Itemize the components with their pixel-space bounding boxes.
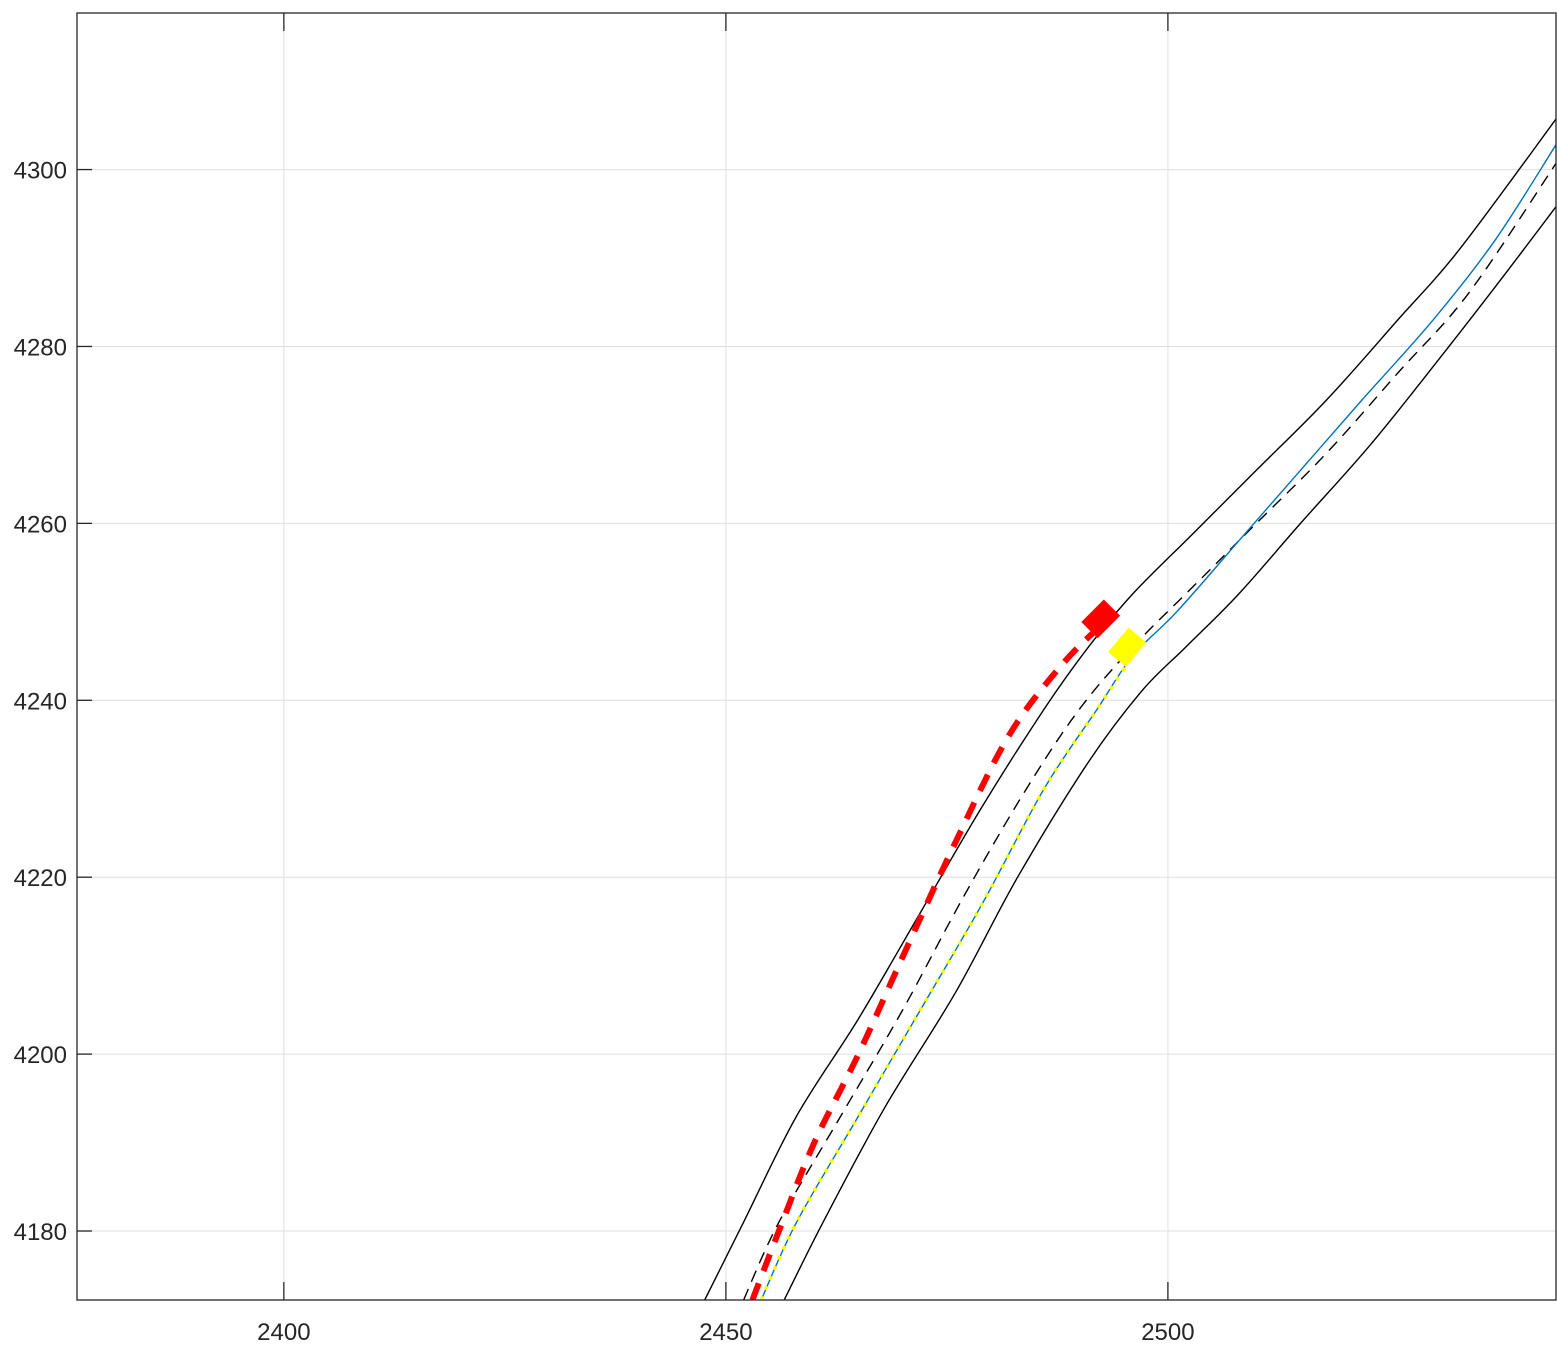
plot-background xyxy=(77,13,1556,1300)
y-tick-label: 4260 xyxy=(14,511,67,538)
y-tick-label: 4220 xyxy=(14,865,67,892)
tick-labels: 2400 2450 2500 4180 4200 4220 4240 4260 4280 4300 xyxy=(14,158,1195,1346)
road-right-edge-line xyxy=(783,206,1556,1300)
red-vehicle-marker xyxy=(1081,599,1121,639)
road-left-edge-line xyxy=(704,118,1556,1300)
y-tick-label: 4180 xyxy=(14,1219,67,1246)
y-tick-label: 4200 xyxy=(14,1042,67,1069)
y-tick-label: 4240 xyxy=(14,688,67,715)
x-tick-label: 2500 xyxy=(1141,1319,1194,1346)
red-vehicle-trajectory-line xyxy=(749,618,1109,1300)
yellow-vehicle-marker xyxy=(1108,627,1147,667)
data-layer xyxy=(704,118,1556,1300)
x-tick-label: 2450 xyxy=(699,1319,752,1346)
y-tick-label: 4280 xyxy=(14,334,67,361)
tick-marks xyxy=(77,13,1169,1300)
plot-frame xyxy=(76,12,1557,1301)
y-tick-label: 4300 xyxy=(14,158,67,185)
grid-lines xyxy=(77,13,1556,1300)
x-tick-label: 2400 xyxy=(257,1319,310,1346)
lane-divider-line xyxy=(742,163,1556,1300)
